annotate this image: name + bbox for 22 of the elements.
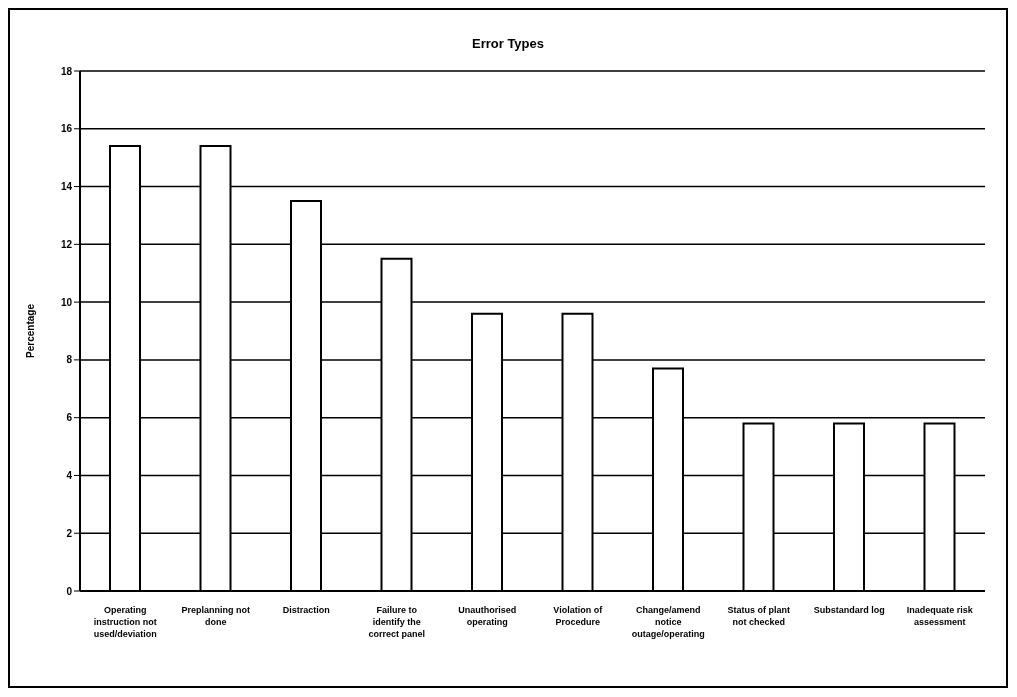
chart-title: Error Types	[471, 36, 545, 51]
x-tick-label: Unauthorised operating	[458, 605, 517, 627]
x-tick-label: Distraction	[282, 605, 330, 615]
x-tick-label: Failure to identify the correct panel	[368, 605, 426, 639]
y-tick-label: 8	[66, 354, 73, 366]
x-tick-label: Substandard log	[813, 605, 885, 615]
y-axis-title: Percentage	[24, 303, 36, 358]
y-tick-label: 10	[60, 296, 73, 308]
x-tick-label: Change/amend notice outage/operating	[631, 605, 705, 639]
x-tick-label: Preplanning not done	[181, 605, 250, 627]
y-tick-label: 18	[60, 65, 73, 77]
x-tick-label: Violation of Procedure	[553, 605, 604, 627]
x-tick-label: Status of plant not checked	[727, 605, 790, 627]
y-tick-label: 16	[60, 123, 73, 135]
y-tick-label: 2	[66, 527, 73, 539]
y-tick-label: 14	[60, 181, 73, 193]
y-tick-label: 4	[66, 469, 73, 481]
x-tick-label: Operating instruction not used/deviation	[93, 605, 157, 639]
y-tick-label: 6	[66, 412, 73, 424]
y-tick-label: 12	[60, 238, 73, 250]
y-tick-label: 0	[66, 585, 73, 597]
x-tick-label: Inadequate risk assessment	[906, 605, 974, 627]
